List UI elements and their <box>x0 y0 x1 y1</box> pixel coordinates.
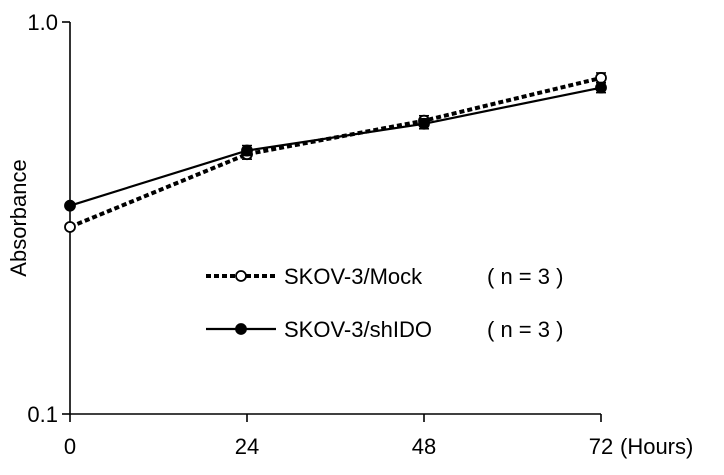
data-point <box>595 72 607 84</box>
axes <box>69 22 601 415</box>
x-axis-unit-label: (Hours) <box>620 434 693 459</box>
legend-label-shido: SKOV-3/shIDO <box>284 317 432 342</box>
series-shido <box>64 81 607 212</box>
legend-item-shido: SKOV-3/shIDO ( n = 3 ) <box>206 317 563 342</box>
legend-n-shido: ( n = 3 ) <box>487 317 563 342</box>
x-tick-label: 72 <box>589 434 613 459</box>
legend-marker-shido <box>235 323 247 335</box>
y-axis-title: Absorbance <box>6 159 31 276</box>
data-point <box>241 144 253 157</box>
series-mock <box>64 72 607 233</box>
data-point <box>64 221 76 233</box>
legend-n-mock: ( n = 3 ) <box>487 264 563 289</box>
legend: SKOV-3/Mock ( n = 3 ) SKOV-3/shIDO ( n =… <box>206 264 563 342</box>
data-point <box>418 117 430 130</box>
x-tick-label: 48 <box>412 434 436 459</box>
series-line <box>69 75 602 229</box>
data-point <box>64 199 76 212</box>
series <box>64 72 607 233</box>
ticks: 0 24 48 72 0.1 1.0 <box>27 10 613 459</box>
y-tick-label: 0.1 <box>27 402 58 427</box>
y-tick-label: 1.0 <box>27 10 58 35</box>
x-tick-label: 24 <box>235 434 259 459</box>
series-line <box>69 86 602 207</box>
x-tick-label: 0 <box>64 434 76 459</box>
legend-marker-mock <box>235 270 247 282</box>
legend-item-mock: SKOV-3/Mock ( n = 3 ) <box>206 264 563 289</box>
legend-label-mock: SKOV-3/Mock <box>284 264 423 289</box>
data-point <box>595 81 607 94</box>
